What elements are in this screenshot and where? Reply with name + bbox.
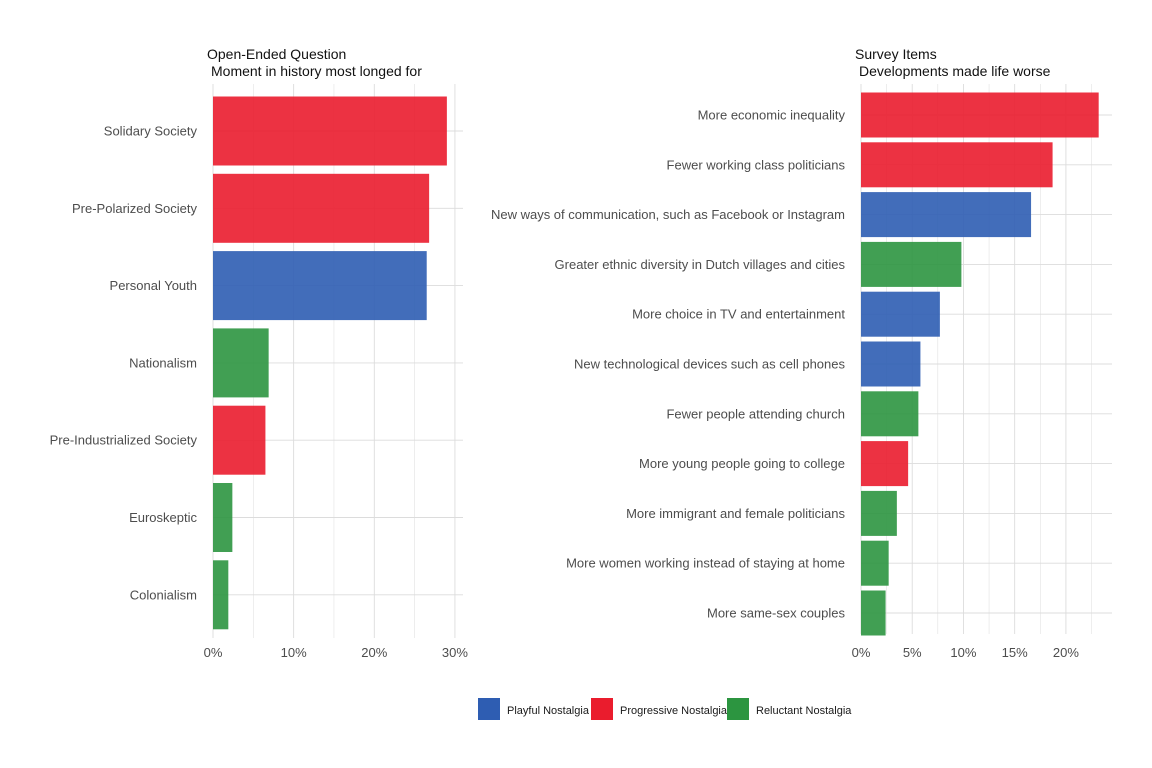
category-label: Solidary Society	[104, 124, 198, 139]
x-tick-label: 0%	[204, 645, 223, 660]
legend-swatch-progressive	[591, 698, 613, 720]
panel-survey-items: Survey Items Developments made life wors…	[491, 46, 1112, 660]
category-label: Pre-Industrialized Society	[50, 433, 198, 448]
category-label: More economic inequality	[698, 108, 846, 123]
category-label: Greater ethnic diversity in Dutch villag…	[555, 257, 846, 272]
bar	[213, 483, 233, 552]
x-tick-label: 20%	[1053, 645, 1079, 660]
bar	[861, 241, 962, 287]
x-tick-label: 0%	[852, 645, 871, 660]
bar	[861, 291, 940, 337]
bar	[213, 405, 266, 475]
panel-open-ended: Open-Ended Question Moment in history mo…	[50, 46, 469, 660]
legend-label-progressive: Progressive Nostalgia	[620, 705, 728, 717]
bar	[861, 391, 919, 437]
category-label: Fewer working class politicians	[667, 157, 846, 172]
category-label: New technological devices such as cell p…	[574, 357, 845, 372]
x-tick-label: 10%	[281, 645, 307, 660]
bar	[861, 490, 897, 536]
category-labels: Solidary Society Pre-Polarized Society Per…	[50, 124, 198, 603]
category-label: More same-sex couples	[707, 606, 845, 621]
bar	[861, 441, 909, 487]
category-label: More immigrant and female politicians	[626, 506, 845, 521]
category-label: Fewer people attending church	[666, 406, 845, 421]
x-tick-label: 5%	[903, 645, 922, 660]
category-label: More young people going to college	[639, 456, 845, 471]
category-label: More choice in TV and entertainment	[632, 307, 845, 322]
bar	[213, 173, 430, 243]
x-tick-label: 10%	[950, 645, 976, 660]
category-label: Nationalism	[129, 355, 197, 370]
legend-label-playful: Playful Nostalgia	[507, 705, 590, 717]
panel-title: Survey Items	[855, 46, 937, 62]
bars	[213, 96, 447, 630]
category-labels: More economic inequality Fewer working cl…	[491, 108, 846, 621]
bar	[213, 251, 427, 321]
bar	[861, 590, 886, 636]
bar	[861, 540, 889, 586]
category-label: More women working instead of staying at…	[566, 556, 845, 571]
x-tick-label: 15%	[1002, 645, 1028, 660]
bar	[861, 192, 1032, 238]
bar	[213, 328, 269, 398]
bar	[213, 560, 229, 630]
bars	[861, 92, 1099, 636]
legend-label-reluctant: Reluctant Nostalgia	[756, 705, 852, 717]
category-label: Colonialism	[130, 587, 197, 602]
category-label: New ways of communication, such as Faceb…	[491, 207, 845, 222]
legend-swatch-playful	[478, 698, 500, 720]
category-label: Personal Youth	[110, 278, 197, 293]
x-tick-label: 20%	[361, 645, 387, 660]
x-tick-labels: 0% 5% 10% 15% 20%	[852, 645, 1080, 660]
bar	[861, 341, 921, 387]
x-tick-labels: 0% 10% 20% 30%	[204, 645, 469, 660]
legend: Playful Nostalgia Progressive Nostalgia …	[478, 698, 852, 720]
bar	[861, 142, 1053, 188]
panel-title: Open-Ended Question	[207, 46, 346, 62]
bar	[861, 92, 1099, 138]
category-label: Pre-Polarized Society	[72, 201, 197, 216]
panel-subtitle: Developments made life worse	[859, 63, 1051, 79]
panel-subtitle: Moment in history most longed for	[211, 63, 422, 79]
x-tick-label: 30%	[442, 645, 468, 660]
category-label: Euroskeptic	[129, 510, 197, 525]
legend-swatch-reluctant	[727, 698, 749, 720]
bar	[213, 96, 447, 166]
